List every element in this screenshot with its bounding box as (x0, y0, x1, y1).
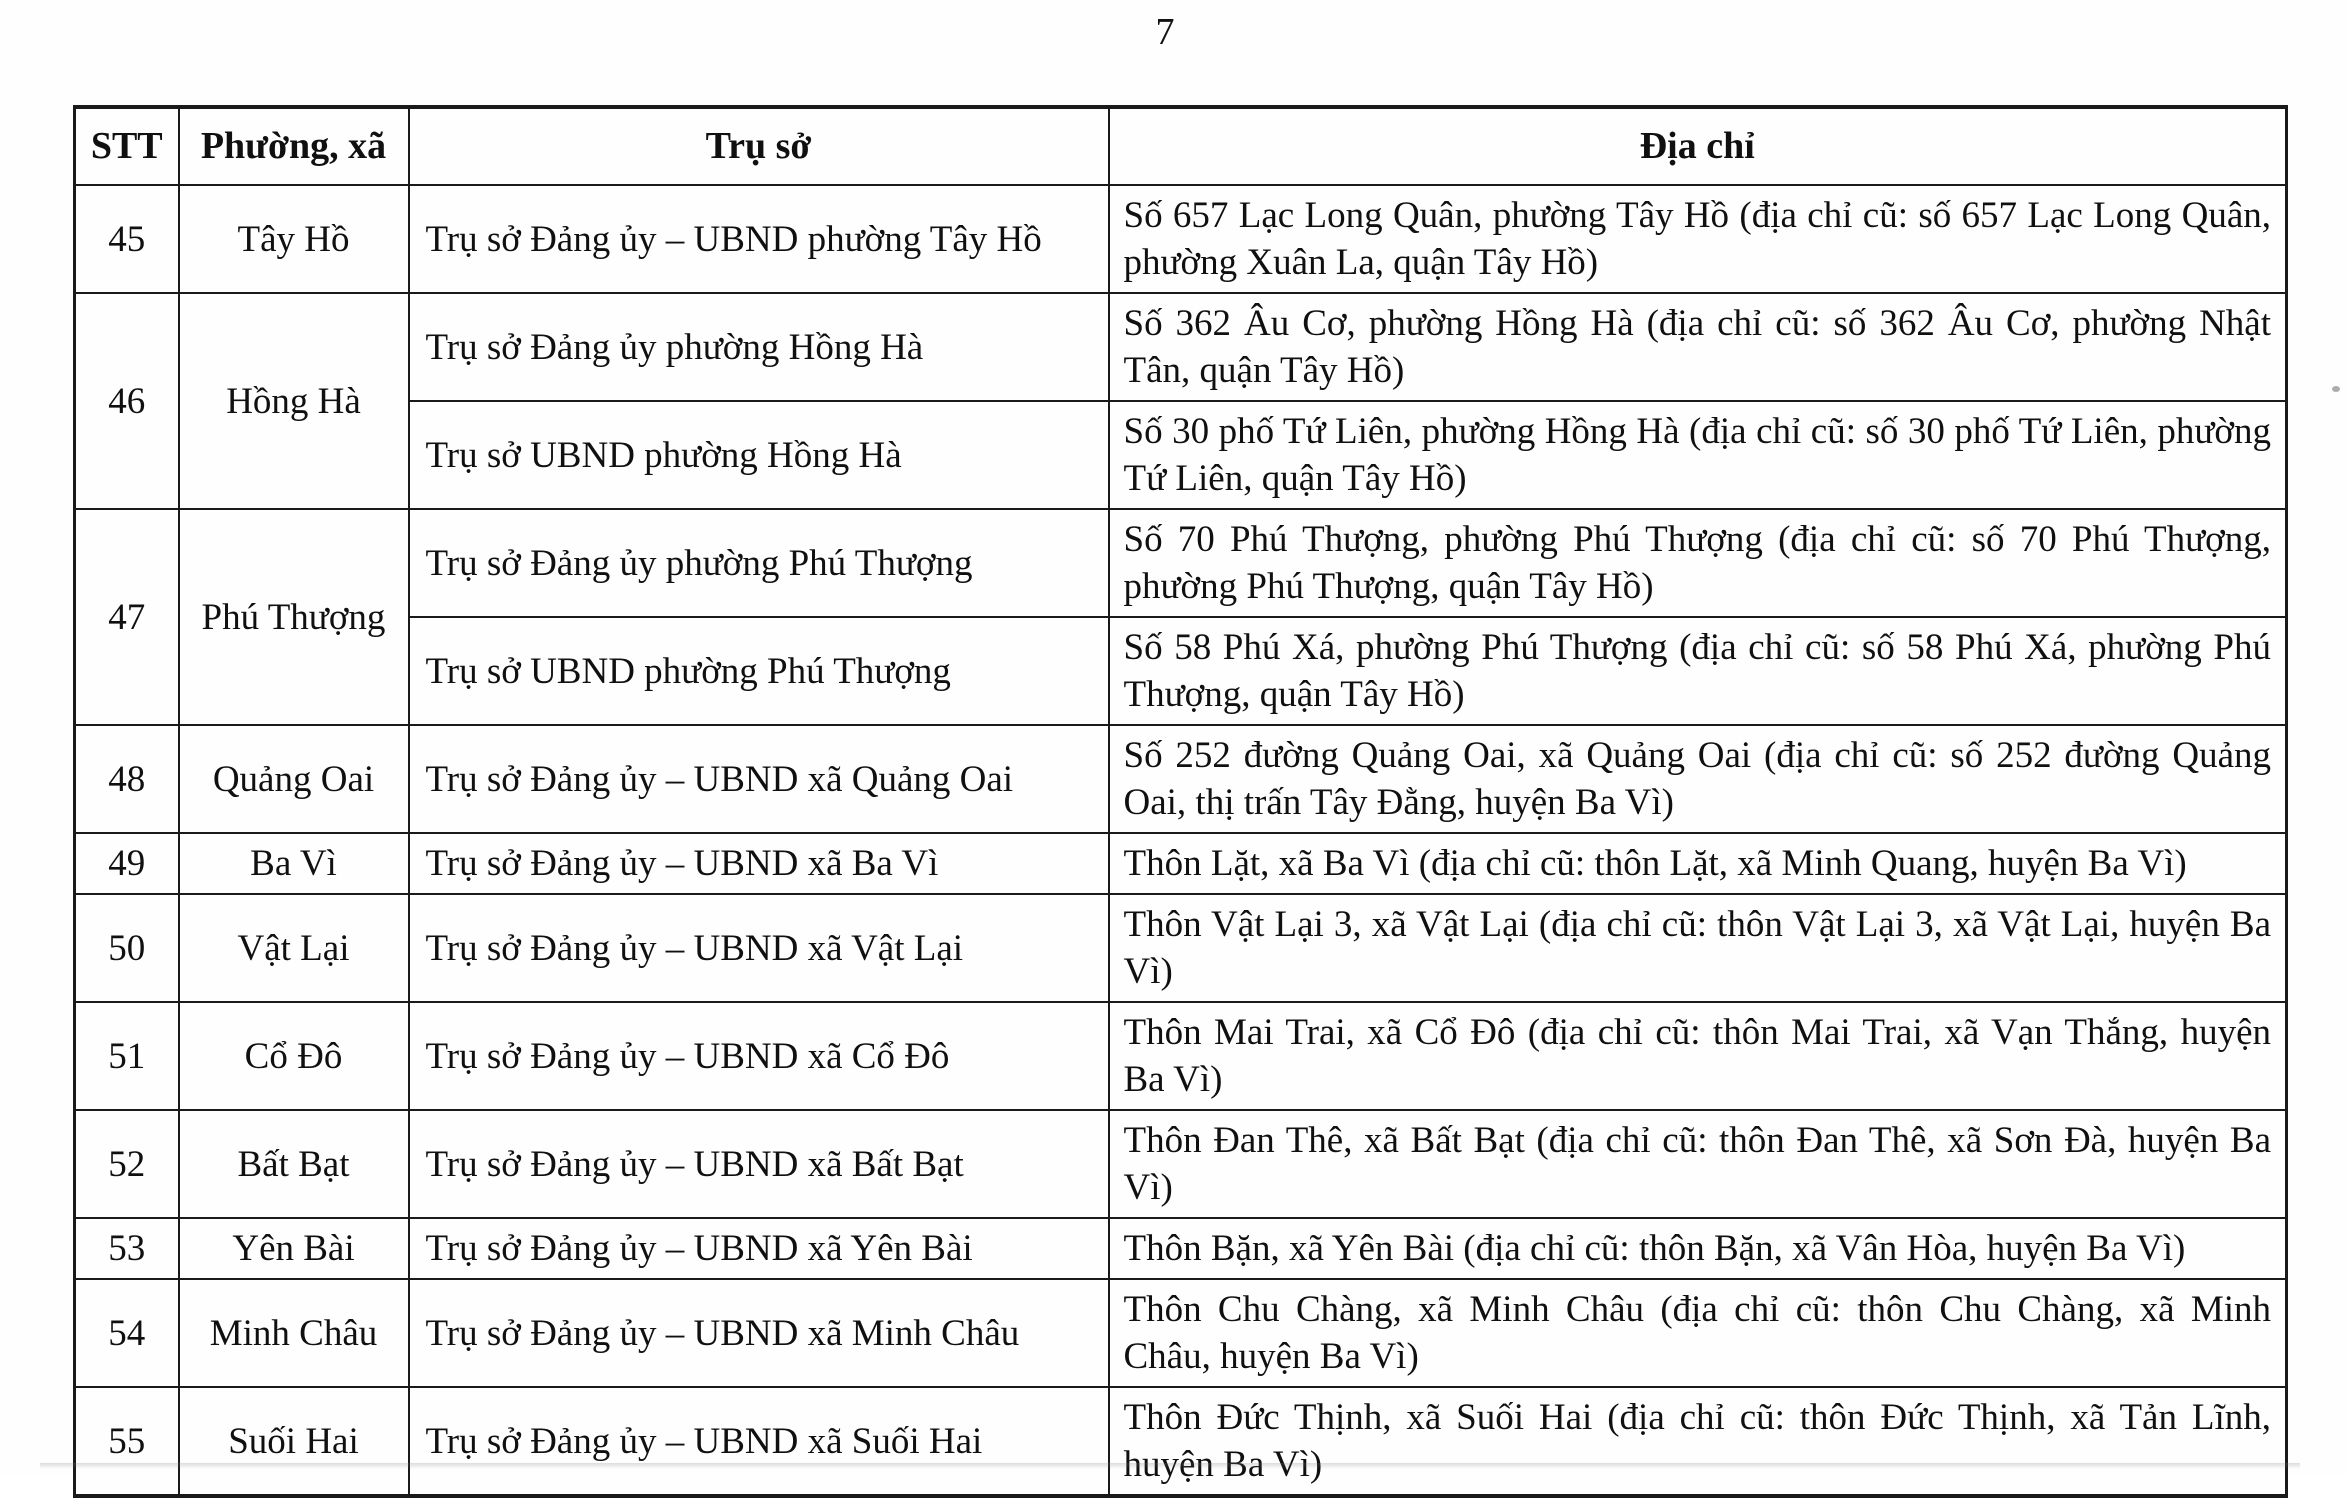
address-cell: Số 70 Phú Thượng, phường Phú Thượng (địa… (1107, 508, 2288, 618)
table-row: 47 Phú Thượng Trụ sở Đảng ủy phường Phú Th… (73, 508, 2288, 726)
ward-cell: Suối Hai (177, 1386, 410, 1497)
address-cell: Số 30 phố Tứ Liên, phường Hồng Hà (địa c… (1107, 400, 2288, 510)
ward-cell: Ba Vì (177, 832, 410, 895)
stt-cell: 50 (73, 893, 180, 1003)
ward-cell: Vật Lại (177, 893, 410, 1003)
stt-cell: 45 (73, 184, 180, 294)
page-number: 7 (1155, 11, 1175, 53)
office-cell: Trụ sở Đảng ủy phường Hồng Hà (407, 292, 1110, 402)
header-address: Địa chỉ (1107, 106, 2288, 186)
address-cell: Thôn Lặt, xã Ba Vì (địa chỉ cũ: thôn Lặt… (1107, 832, 2288, 895)
stt-cell: 55 (73, 1386, 180, 1497)
table-row: 46 Hồng Hà Trụ sở Đảng ủy phường Hồng Hà Số… (73, 292, 2288, 510)
office-cell: Trụ sở Đảng ủy phường Phú Thượng (407, 508, 1110, 618)
table-body: 45 Tây Hồ Trụ sở Đảng ủy – UBND phường Tây… (73, 184, 2288, 1497)
office-cell: Trụ sở Đảng ủy – UBND xã Cổ Đô (407, 1001, 1110, 1111)
table-row: 55 Suối Hai Trụ sở Đảng ủy – UBND xã Suối … (73, 1386, 2288, 1497)
office-cell: Trụ sở Đảng ủy – UBND xã Bất Bạt (407, 1109, 1110, 1219)
ward-cell: Phú Thượng (177, 508, 410, 726)
address-cell: Thôn Mai Trai, xã Cổ Đô (địa chỉ cũ: thô… (1107, 1001, 2288, 1111)
ward-cell: Bất Bạt (177, 1109, 410, 1219)
ward-cell: Minh Châu (177, 1278, 410, 1388)
header-row: STT Phường, xã Trụ sở Địa chỉ (73, 106, 2288, 186)
stt-cell: 46 (73, 292, 180, 510)
office-cell: Trụ sở Đảng ủy – UBND xã Vật Lại (407, 893, 1110, 1003)
address-cell: Thôn Đức Thịnh, xã Suối Hai (địa chỉ cũ:… (1107, 1386, 2288, 1497)
header-stt: STT (73, 106, 180, 186)
table-row: 45 Tây Hồ Trụ sở Đảng ủy – UBND phường Tây… (73, 184, 2288, 294)
address-cell: Số 58 Phú Xá, phường Phú Thượng (địa chỉ… (1107, 616, 2288, 726)
scan-artifact-speck (2332, 386, 2340, 392)
office-cell: Trụ sở Đảng ủy – UBND phường Tây Hồ (407, 184, 1110, 294)
address-cell: Số 657 Lạc Long Quân, phường Tây Hồ (địa… (1107, 184, 2288, 294)
address-cell: Thôn Vật Lại 3, xã Vật Lại (địa chỉ cũ: … (1107, 893, 2288, 1003)
office-cell: Trụ sở Đảng ủy – UBND xã Minh Châu (407, 1278, 1110, 1388)
address-cell: Số 362 Âu Cơ, phường Hồng Hà (địa chỉ cũ… (1107, 292, 2288, 402)
table-row: 52 Bất Bạt Trụ sở Đảng ủy – UBND xã Bất Bạ… (73, 1109, 2288, 1219)
header-office: Trụ sở (407, 106, 1110, 186)
address-cell: Số 252 đường Quảng Oai, xã Quảng Oai (đị… (1107, 724, 2288, 834)
table-row: 49 Ba Vì Trụ sở Đảng ủy – UBND xã Ba Vì Thô… (73, 832, 2288, 895)
office-cell: Trụ sở Đảng ủy – UBND xã Suối Hai (407, 1386, 1110, 1497)
ward-cell: Yên Bài (177, 1217, 410, 1280)
table-row: 48 Quảng Oai Trụ sở Đảng ủy – UBND xã Quản… (73, 724, 2288, 834)
ward-cell: Hồng Hà (177, 292, 410, 510)
stt-cell: 48 (73, 724, 180, 834)
stt-cell: 49 (73, 832, 180, 895)
table-row: Trụ sở UBND phường Hồng Hà Số 30 phố Tứ L… (75, 400, 2288, 510)
header-ward: Phường, xã (177, 106, 410, 186)
table-header: STT Phường, xã Trụ sở Địa chỉ (73, 106, 2288, 186)
office-cell: Trụ sở Đảng ủy – UBND xã Ba Vì (407, 832, 1110, 895)
scan-artifact-shadow (40, 1463, 2300, 1469)
table-row: 53 Yên Bài Trụ sở Đảng ủy – UBND xã Yên Bà… (73, 1217, 2288, 1280)
offices-table: STT Phường, xã Trụ sở Địa chỉ 45 Tây Hồ Tr… (73, 105, 2288, 1498)
office-cell: Trụ sở Đảng ủy – UBND xã Yên Bài (407, 1217, 1110, 1280)
address-cell: Thôn Đan Thê, xã Bất Bạt (địa chỉ cũ: th… (1107, 1109, 2288, 1219)
office-cell: Trụ sở UBND phường Phú Thượng (407, 616, 1110, 726)
ward-cell: Tây Hồ (177, 184, 410, 294)
table-row: 51 Cổ Đô Trụ sở Đảng ủy – UBND xã Cổ Đô Thô… (73, 1001, 2288, 1111)
address-cell: Thôn Chu Chàng, xã Minh Châu (địa chỉ cũ… (1107, 1278, 2288, 1388)
ward-cell: Quảng Oai (177, 724, 410, 834)
table-row: 54 Minh Châu Trụ sở Đảng ủy – UBND xã Minh… (73, 1278, 2288, 1388)
stt-cell: 51 (73, 1001, 180, 1111)
stt-cell: 54 (73, 1278, 180, 1388)
office-cell: Trụ sở Đảng ủy – UBND xã Quảng Oai (407, 724, 1110, 834)
table-row: Trụ sở UBND phường Phú Thượng Số 58 Phú X… (75, 616, 2288, 726)
stt-cell: 53 (73, 1217, 180, 1280)
stt-cell: 52 (73, 1109, 180, 1219)
table-row: 50 Vật Lại Trụ sở Đảng ủy – UBND xã Vật Lạ… (73, 893, 2288, 1003)
ward-cell: Cổ Đô (177, 1001, 410, 1111)
address-cell: Thôn Bặn, xã Yên Bài (địa chỉ cũ: thôn B… (1107, 1217, 2288, 1280)
office-cell: Trụ sở UBND phường Hồng Hà (407, 400, 1110, 510)
stt-cell: 47 (73, 508, 180, 726)
